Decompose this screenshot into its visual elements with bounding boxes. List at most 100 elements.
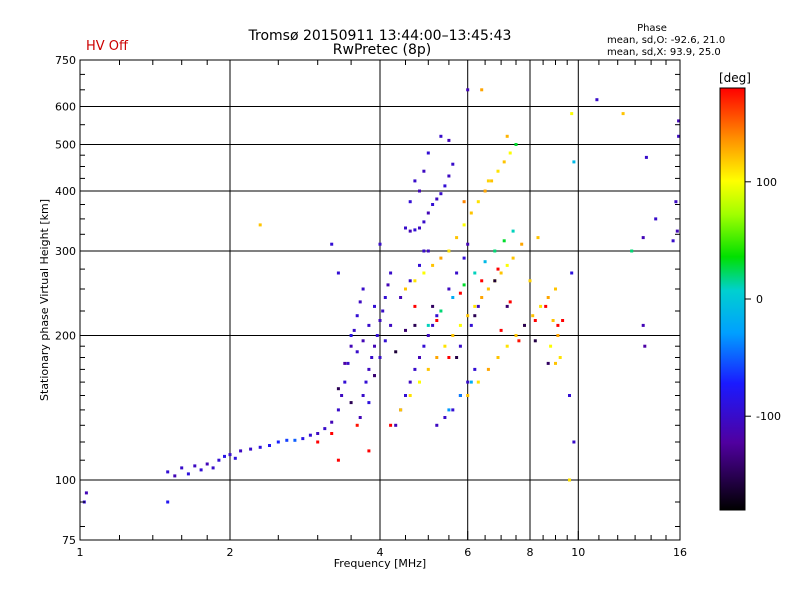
data-point	[367, 323, 371, 327]
data-point	[413, 304, 417, 308]
data-point	[447, 408, 451, 412]
data-point	[373, 374, 376, 378]
data-point	[349, 344, 353, 348]
data-point	[349, 334, 353, 337]
data-point	[404, 328, 407, 332]
data-point	[644, 155, 648, 159]
data-point	[462, 223, 466, 227]
data-point	[418, 189, 421, 193]
data-point	[462, 283, 466, 287]
data-point	[386, 283, 390, 287]
data-point	[340, 394, 344, 397]
data-point	[408, 279, 412, 283]
colorbar-gradient	[719, 87, 746, 511]
data-point	[568, 478, 571, 482]
data-point	[502, 239, 506, 243]
data-point	[422, 169, 426, 173]
data-point	[435, 314, 439, 318]
data-point	[511, 256, 515, 260]
data-point	[166, 500, 170, 504]
data-point	[496, 169, 500, 173]
y-tick-label: 500	[55, 139, 76, 152]
plot-area: 1 2 4 6 8 10 16 75 100 200 300 400 500 600 750	[55, 54, 687, 559]
data-point	[473, 304, 477, 308]
data-point	[343, 380, 347, 384]
data-point	[418, 263, 421, 267]
data-point	[330, 432, 334, 435]
data-point	[630, 249, 634, 253]
data-point	[383, 339, 387, 343]
data-point	[413, 367, 417, 371]
data-point	[404, 287, 407, 291]
colorbar-tick-label: -100	[756, 410, 781, 423]
data-point	[549, 344, 553, 348]
data-point	[455, 236, 459, 240]
data-point	[301, 437, 305, 441]
data-point	[355, 314, 359, 318]
data-point	[364, 380, 368, 384]
data-point	[346, 361, 350, 365]
data-point	[490, 179, 494, 183]
data-point	[568, 394, 571, 397]
data-point	[426, 367, 430, 371]
data-point	[570, 271, 574, 275]
data-point	[355, 350, 359, 354]
data-point	[323, 427, 327, 431]
data-point	[439, 192, 443, 196]
data-point	[426, 334, 430, 337]
data-point	[316, 432, 320, 435]
data-point	[431, 323, 435, 327]
data-point	[451, 334, 455, 337]
data-point	[458, 394, 462, 397]
data-point	[422, 344, 426, 348]
data-point	[458, 323, 462, 327]
data-point	[439, 134, 443, 138]
data-point	[180, 466, 184, 470]
data-point	[422, 220, 426, 224]
data-point	[308, 433, 312, 437]
data-point	[367, 401, 371, 405]
data-point	[435, 356, 439, 359]
data-point	[480, 296, 484, 299]
data-point	[486, 367, 490, 371]
data-point	[378, 356, 382, 359]
data-point	[418, 226, 421, 230]
data-point	[389, 271, 393, 275]
data-point	[258, 223, 262, 227]
data-point	[316, 440, 320, 444]
data-point	[556, 323, 560, 327]
data-point	[408, 394, 412, 397]
data-point	[677, 134, 681, 138]
data-point	[431, 203, 435, 206]
phase-stats-x: mean, sd,X: 93.9, 25.0	[607, 47, 721, 58]
data-point	[422, 271, 426, 275]
data-point	[447, 356, 451, 359]
data-point	[336, 271, 340, 275]
data-point	[466, 394, 470, 397]
data-point	[447, 174, 451, 178]
data-point	[508, 151, 512, 155]
data-point	[228, 453, 232, 457]
data-point	[330, 242, 334, 246]
data-point	[677, 119, 681, 123]
data-point	[408, 200, 412, 204]
data-point	[361, 339, 365, 343]
data-point	[544, 304, 548, 308]
data-point	[330, 420, 334, 424]
data-point	[572, 440, 576, 444]
data-point	[378, 242, 382, 246]
data-point	[505, 134, 509, 138]
phase-stats-o: mean, sd,O: -92.6, 21.0	[607, 35, 725, 46]
data-point	[408, 229, 412, 233]
data-point	[358, 416, 362, 419]
data-point	[199, 468, 203, 472]
data-points	[82, 88, 681, 504]
data-point	[505, 304, 509, 308]
x-tick-label: 16	[673, 546, 687, 559]
data-point	[276, 440, 280, 444]
data-point	[408, 380, 412, 384]
data-point	[496, 267, 500, 271]
data-point	[486, 287, 490, 291]
y-tick-label: 200	[55, 330, 76, 343]
data-point	[249, 447, 253, 451]
